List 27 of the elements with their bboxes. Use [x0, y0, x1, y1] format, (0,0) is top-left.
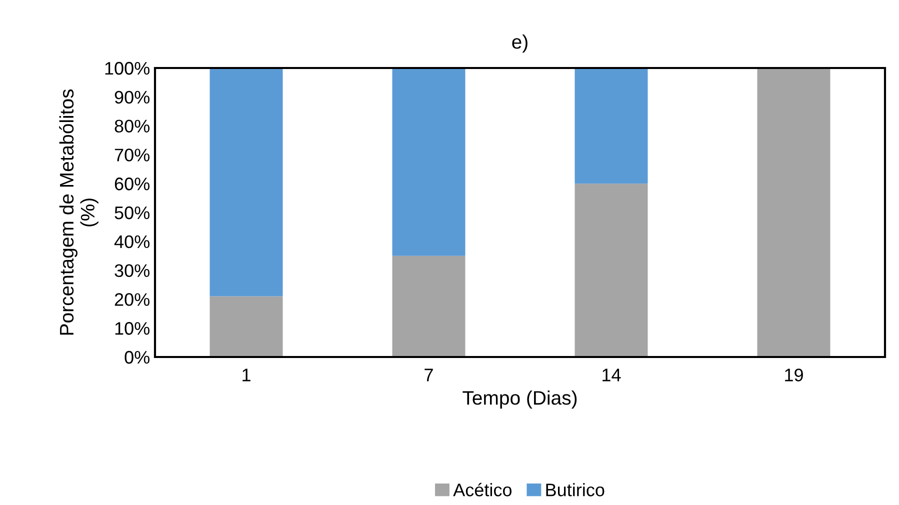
bar [757, 68, 830, 357]
y-tick-label: 40% [114, 235, 150, 248]
bar [210, 296, 283, 357]
y-tick-label: 10% [115, 322, 150, 335]
x-axis-title: Tempo (Dias) [462, 390, 577, 409]
x-tick-label: 19 [785, 368, 803, 382]
y-tick-label: 100% [105, 62, 150, 75]
bar [392, 68, 466, 256]
chart-title: e) [512, 34, 528, 53]
y-tick-label: 70% [114, 148, 150, 162]
bar [574, 68, 648, 184]
y-tick-label: 50% [114, 206, 150, 220]
y-tick-label: 20% [114, 293, 150, 306]
bar [574, 184, 648, 357]
x-tick-label: 7 [424, 368, 433, 382]
y-axis-title: Porcentagem de Metabólitos (%) [59, 89, 98, 335]
y-tick-label: 80% [114, 120, 150, 133]
x-tick-label: 1 [242, 368, 250, 382]
y-tick-label: 30% [114, 264, 150, 278]
legend-label: Butirico [546, 483, 604, 496]
x-tick-label: 14 [602, 368, 621, 382]
y-tick-label: 0% [124, 350, 150, 364]
y-tick-label: 90% [114, 90, 150, 104]
legend-label: Acético [453, 482, 512, 496]
bar [392, 256, 466, 357]
y-tick-label: 60% [114, 178, 150, 190]
bar [210, 68, 283, 296]
